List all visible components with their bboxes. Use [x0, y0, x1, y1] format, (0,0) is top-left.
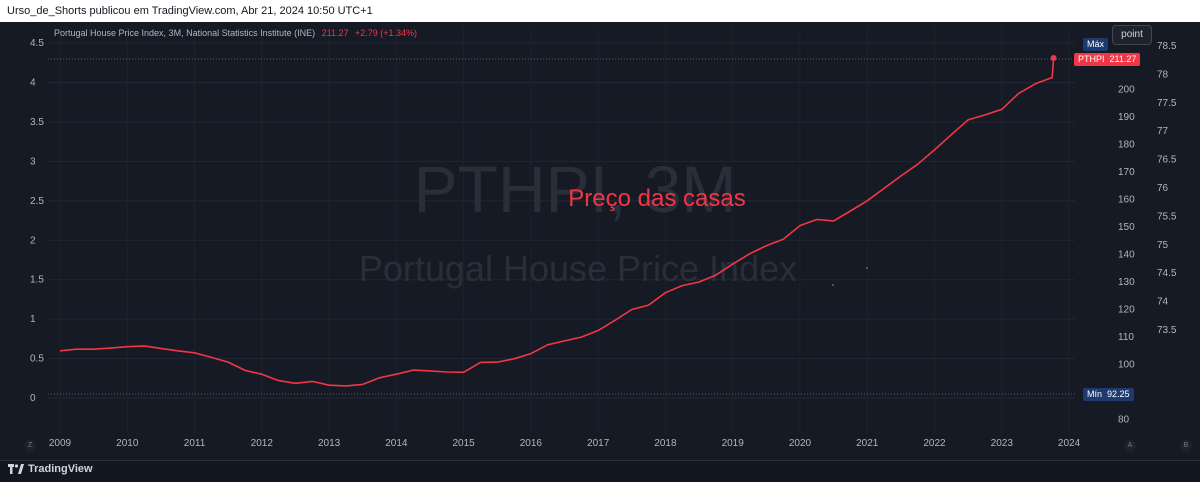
series-legend[interactable]: Portugal House Price Index, 3M, National… — [54, 28, 417, 38]
auto-scale-b-badge[interactable]: B — [1180, 440, 1192, 452]
series-line[interactable] — [59, 57, 1055, 387]
min-label: Mín — [1087, 389, 1103, 399]
x-tick-label: 2020 — [789, 438, 812, 449]
chart-area[interactable]: PTHPI, 3M Portugal House Price Index 4.5… — [0, 22, 1200, 460]
right-inner-tick-label: 180 — [1118, 139, 1135, 150]
right-outer-tick-label: 74 — [1157, 297, 1169, 308]
right-inner-tick-label: 140 — [1118, 249, 1135, 260]
annotation-text[interactable]: Preço das casas — [568, 185, 745, 212]
right-inner-tick-label: 170 — [1118, 167, 1135, 178]
right-inner-tick-label: 110 — [1118, 332, 1134, 343]
legend-title: Portugal House Price Index, 3M, National… — [54, 28, 316, 38]
right-outer-tick-label: 78.5 — [1157, 41, 1177, 52]
right-outer-tick-label: 76.5 — [1157, 155, 1177, 166]
left-tick-label: 4.5 — [30, 38, 44, 49]
chart-canvas[interactable]: PTHPI, 3M Portugal House Price Index 4.5… — [0, 22, 1200, 460]
legend-last-value: 211.27 — [321, 28, 349, 38]
x-tick-label: 2018 — [654, 438, 677, 449]
last-price-tag: PTHPI 211.27 — [1074, 53, 1141, 66]
last-tag-symbol: PTHPI — [1078, 54, 1105, 64]
left-tick-label: 1 — [30, 314, 36, 325]
x-tick-label: 2011 — [184, 438, 206, 449]
left-tick-label: 0 — [30, 393, 36, 404]
right-inner-tick-label: 190 — [1118, 112, 1135, 123]
right-outer-tick-label: 77.5 — [1157, 98, 1177, 109]
right-inner-tick-label: 200 — [1118, 84, 1135, 95]
legend-change: +2.79 (+1.34%) — [355, 28, 418, 38]
x-tick-label: 2016 — [520, 438, 543, 449]
right-inner-tick-label: 80 — [1118, 415, 1130, 426]
x-tick-label: 2019 — [722, 438, 745, 449]
right-axis-inner: 2001901801701601501401301201101009080 — [1118, 84, 1135, 425]
grid-lines — [48, 27, 1075, 434]
tradingview-logo[interactable]: TradingView — [8, 463, 93, 475]
min-value: 92.25 — [1107, 389, 1130, 399]
right-axis-outer: 78.5 78 77.5 77 76.5 76 75.5 75 74.5 74 73.5 — [1157, 41, 1177, 336]
point-button[interactable]: point — [1112, 25, 1152, 45]
x-tick-label: 2023 — [991, 438, 1014, 449]
right-inner-tick-label: 120 — [1118, 305, 1135, 316]
publisher-text: Urso_de_Shorts publicou em TradingView.c… — [7, 5, 373, 17]
series-layer — [59, 55, 1057, 387]
auto-scale-left-badge[interactable]: Z — [24, 440, 36, 452]
brand-text: TradingView — [28, 463, 93, 475]
left-tick-label: 1.5 — [30, 275, 44, 286]
x-tick-label: 2013 — [318, 438, 341, 449]
right-outer-tick-label: 77 — [1157, 126, 1169, 137]
x-tick-label: 2015 — [452, 438, 475, 449]
left-tick-label: 0.5 — [30, 354, 44, 365]
right-inner-tick-label: 150 — [1118, 222, 1135, 233]
right-inner-tick-label: 160 — [1118, 194, 1135, 205]
left-axis: 4.5 4 3.5 3 2.5 2 1.5 1 0.5 0 — [30, 38, 44, 404]
left-tick-label: 2.5 — [30, 196, 44, 207]
left-tick-label: 2 — [30, 235, 36, 246]
max-label: Máx — [1087, 39, 1105, 49]
right-outer-tick-label: 76 — [1157, 183, 1169, 194]
last-tag-value: 211.27 — [1109, 54, 1137, 64]
right-outer-tick-label: 75 — [1157, 240, 1169, 251]
right-outer-tick-label: 78 — [1157, 69, 1169, 80]
x-tick-label: 2014 — [385, 438, 408, 449]
x-tick-label: 2021 — [856, 438, 879, 449]
left-tick-label: 3.5 — [30, 117, 44, 128]
x-tick-label: 2010 — [116, 438, 139, 449]
right-inner-tick-label: 130 — [1118, 277, 1135, 288]
right-outer-tick-label: 73.5 — [1157, 325, 1177, 336]
x-tick-label: 2022 — [923, 438, 946, 449]
last-point-marker — [1050, 55, 1057, 61]
right-inner-tick-label: 100 — [1118, 360, 1135, 371]
x-tick-label: 2024 — [1058, 438, 1081, 449]
tradingview-logo-icon — [8, 464, 24, 474]
small-marker-1 — [866, 267, 868, 269]
right-outer-tick-label: 74.5 — [1157, 268, 1177, 279]
time-axis: 2009 2010 2011 2012 2013 2014 2015 2016 2017 2018… — [49, 438, 1081, 449]
small-marker-2 — [832, 284, 834, 286]
left-tick-label: 3 — [30, 156, 36, 167]
watermark-name: Portugal House Price Index — [359, 248, 797, 289]
right-outer-tick-label: 75.5 — [1157, 211, 1177, 222]
left-tick-label: 4 — [30, 77, 36, 88]
min-tag: Mín 92.25 — [1083, 388, 1134, 401]
x-tick-label: 2009 — [49, 438, 72, 449]
auto-scale-a-badge[interactable]: A — [1124, 440, 1136, 452]
x-tick-label: 2017 — [587, 438, 610, 449]
max-tag: Máx — [1083, 38, 1109, 51]
publisher-bar: Urso_de_Shorts publicou em TradingView.c… — [0, 0, 1200, 22]
footer-bar: TradingView — [0, 460, 1200, 482]
x-tick-label: 2012 — [251, 438, 274, 449]
watermark-symbol: PTHPI, 3M — [414, 152, 737, 226]
